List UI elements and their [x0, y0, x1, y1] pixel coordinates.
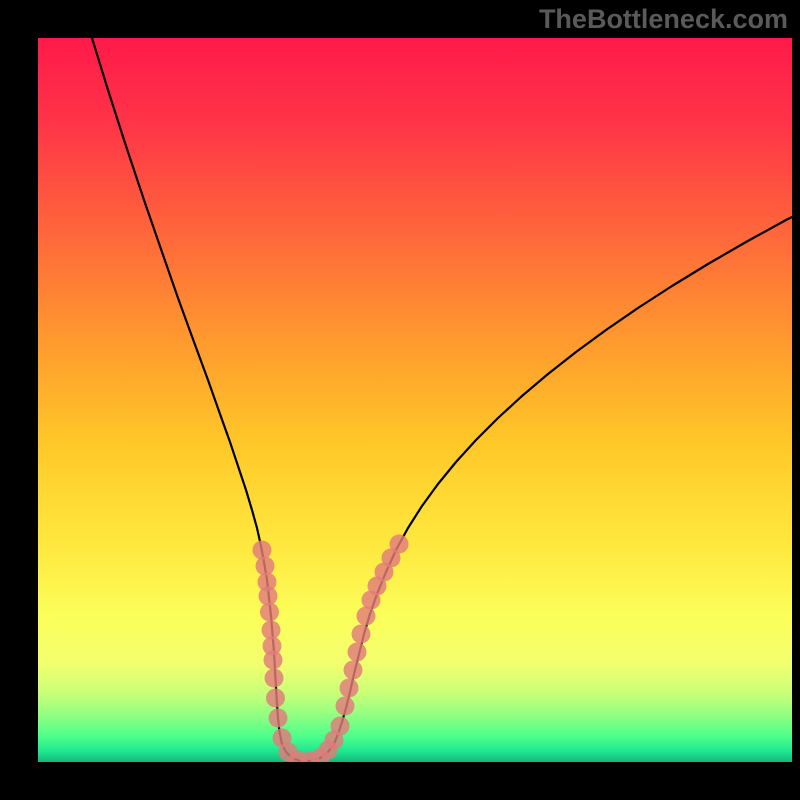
watermark-text: TheBottleneck.com — [539, 4, 788, 35]
chart-svg — [38, 38, 792, 762]
data-marker — [264, 651, 283, 670]
data-marker — [340, 679, 359, 698]
plot-area — [38, 38, 792, 762]
data-marker — [269, 709, 288, 728]
data-marker — [352, 625, 371, 644]
data-marker — [256, 557, 275, 576]
data-marker — [390, 535, 409, 554]
data-marker — [344, 661, 363, 680]
gradient-background — [38, 38, 792, 762]
data-marker — [260, 603, 279, 622]
data-marker — [265, 669, 284, 688]
data-marker — [253, 541, 272, 560]
data-marker — [266, 689, 285, 708]
data-marker — [331, 717, 350, 736]
data-marker — [336, 697, 355, 716]
data-marker — [348, 643, 367, 662]
